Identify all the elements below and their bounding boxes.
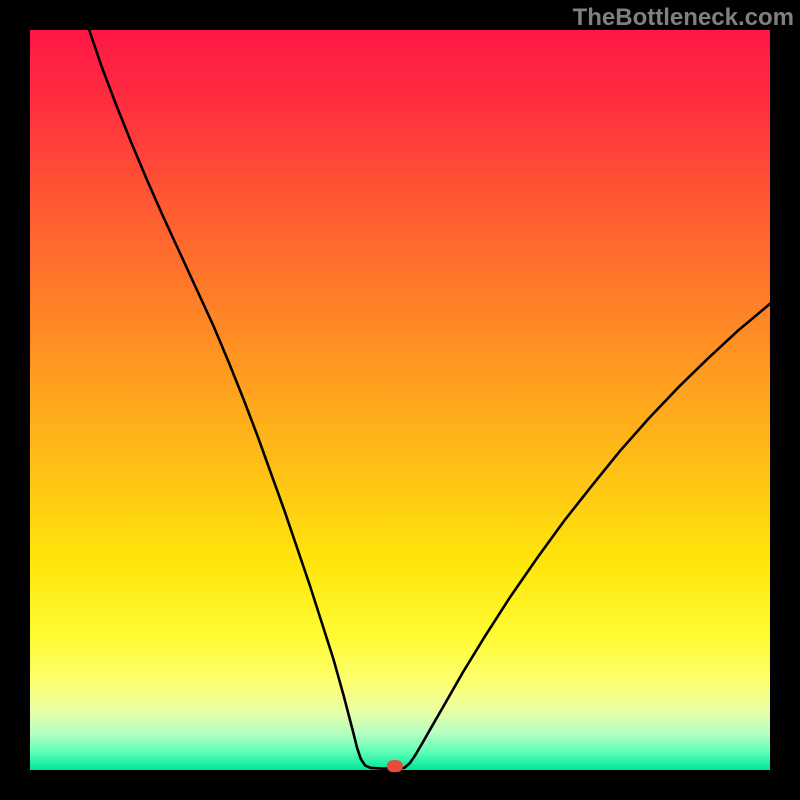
chart-frame: TheBottleneck.com [0,0,800,800]
plot-area [30,30,770,770]
optimal-point-marker [387,760,403,772]
watermark-text: TheBottleneck.com [573,4,794,32]
bottleneck-curve [30,30,770,770]
